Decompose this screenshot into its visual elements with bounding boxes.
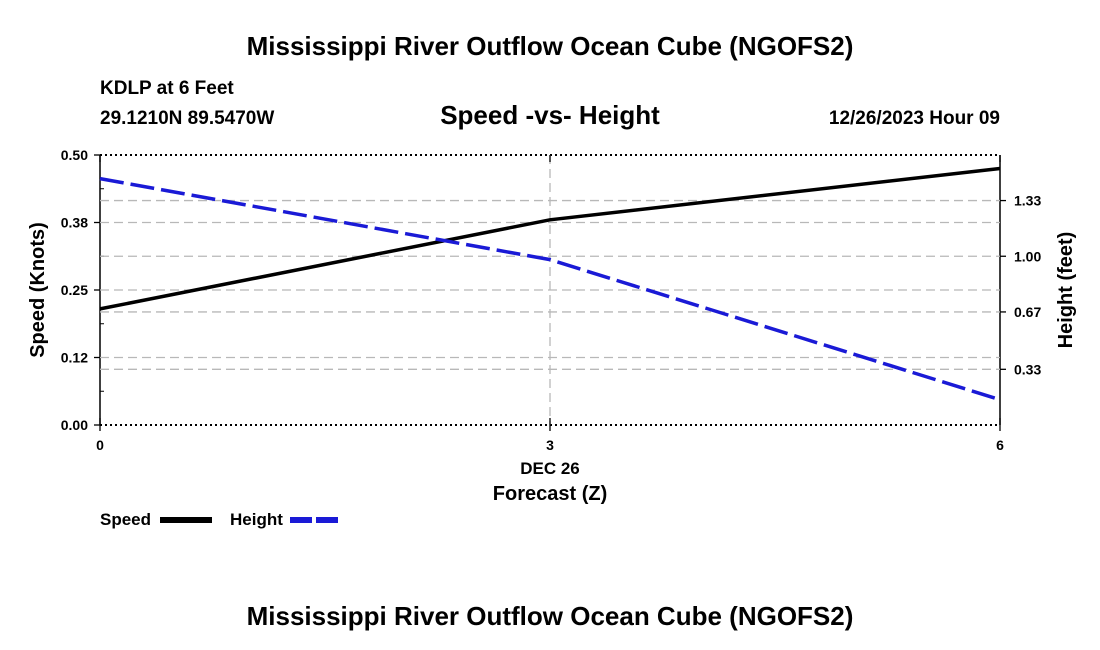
legend-speed-label: Speed — [100, 510, 151, 529]
x-tick-label: 0 — [96, 437, 104, 453]
right-tick-label: 0.67 — [1014, 304, 1041, 320]
legend: Speed Height — [100, 510, 342, 529]
left-tick-label: 0.50 — [61, 147, 88, 163]
left-tick-label: 0.00 — [61, 417, 88, 433]
height-series-line — [99, 176, 1001, 402]
page-title: Mississippi River Outflow Ocean Cube (NG… — [247, 31, 854, 61]
right-tick-label: 0.33 — [1014, 361, 1041, 377]
x-tick-label: 3 — [546, 437, 554, 453]
left-tick-label: 0.38 — [61, 215, 88, 231]
plot-area: 0.00 0.12 0.25 0.38 0.50 0.33 0.67 1.00 1.33 0 3 6 — [61, 147, 1042, 453]
left-tick-label: 0.12 — [61, 350, 88, 366]
left-tick-label: 0.25 — [61, 282, 88, 298]
x-tick-label: 6 — [996, 437, 1004, 453]
right-tick-label: 1.33 — [1014, 193, 1041, 209]
right-tick-label: 1.00 — [1014, 248, 1041, 264]
left-axis-title: Speed (Knots) — [27, 222, 49, 358]
chart-title: Speed -vs- Height — [440, 100, 660, 130]
coordinates-label: 29.1210N 89.5470W — [100, 108, 274, 129]
x-axis-title: Forecast (Z) — [493, 483, 607, 505]
x-date-label: DEC 26 — [520, 459, 580, 478]
date-hour-label: 12/26/2023 Hour 09 — [829, 108, 1000, 129]
legend-height-label: Height — [230, 510, 283, 529]
station-label: KDLP at 6 Feet — [100, 78, 234, 99]
footer-title: Mississippi River Outflow Ocean Cube (NG… — [247, 601, 854, 631]
right-axis-title: Height (feet) — [1055, 232, 1077, 349]
speed-series-line — [99, 166, 1001, 311]
